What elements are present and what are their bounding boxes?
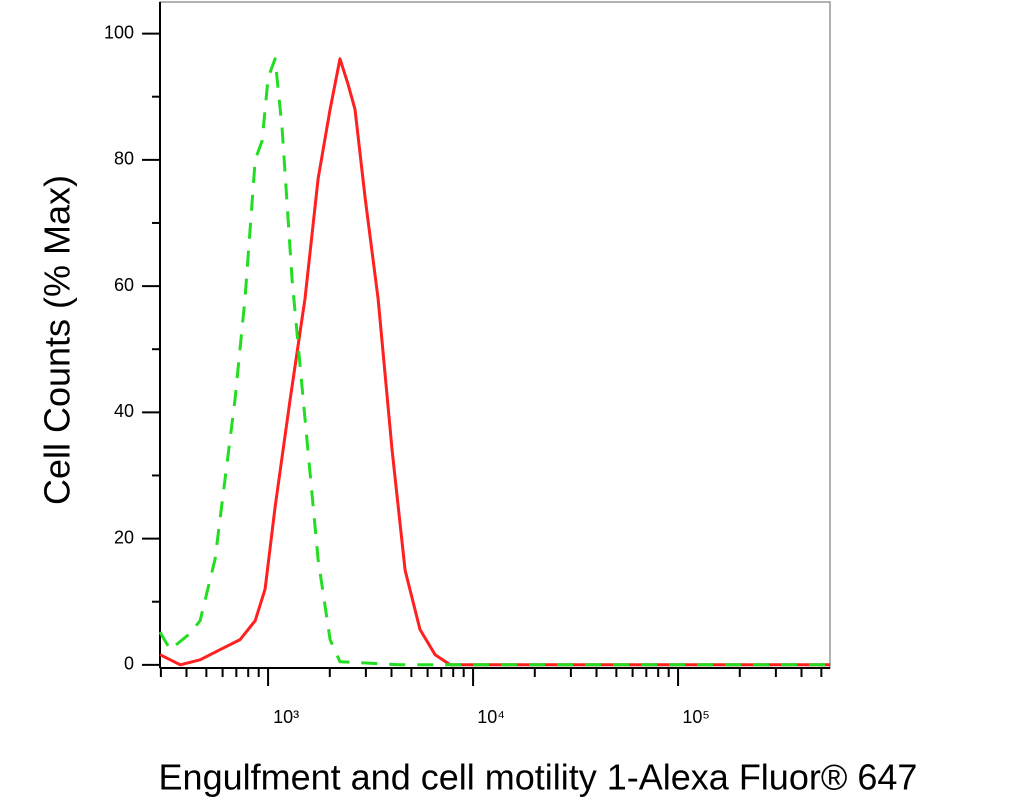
y-tick-label: 80 bbox=[114, 149, 134, 169]
plot-frame bbox=[159, 1, 831, 669]
x-axis-title: Engulfment and cell motility 1-Alexa Flu… bbox=[159, 757, 918, 798]
y-tick-label: 40 bbox=[114, 401, 134, 421]
y-tick-label: 20 bbox=[114, 527, 134, 547]
series-line bbox=[158, 57, 830, 667]
y-tick-label: 0 bbox=[124, 654, 134, 674]
y-axis-title: Cell Counts (% Max) bbox=[37, 175, 78, 505]
series-line bbox=[159, 57, 830, 667]
x-tick-label: 10⁵ bbox=[682, 707, 709, 727]
y-tick-label: 60 bbox=[114, 275, 134, 295]
y-tick-label: 100 bbox=[104, 22, 134, 42]
x-tick-label: 10⁴ bbox=[477, 707, 505, 727]
x-tick-label: 10³ bbox=[273, 707, 299, 727]
